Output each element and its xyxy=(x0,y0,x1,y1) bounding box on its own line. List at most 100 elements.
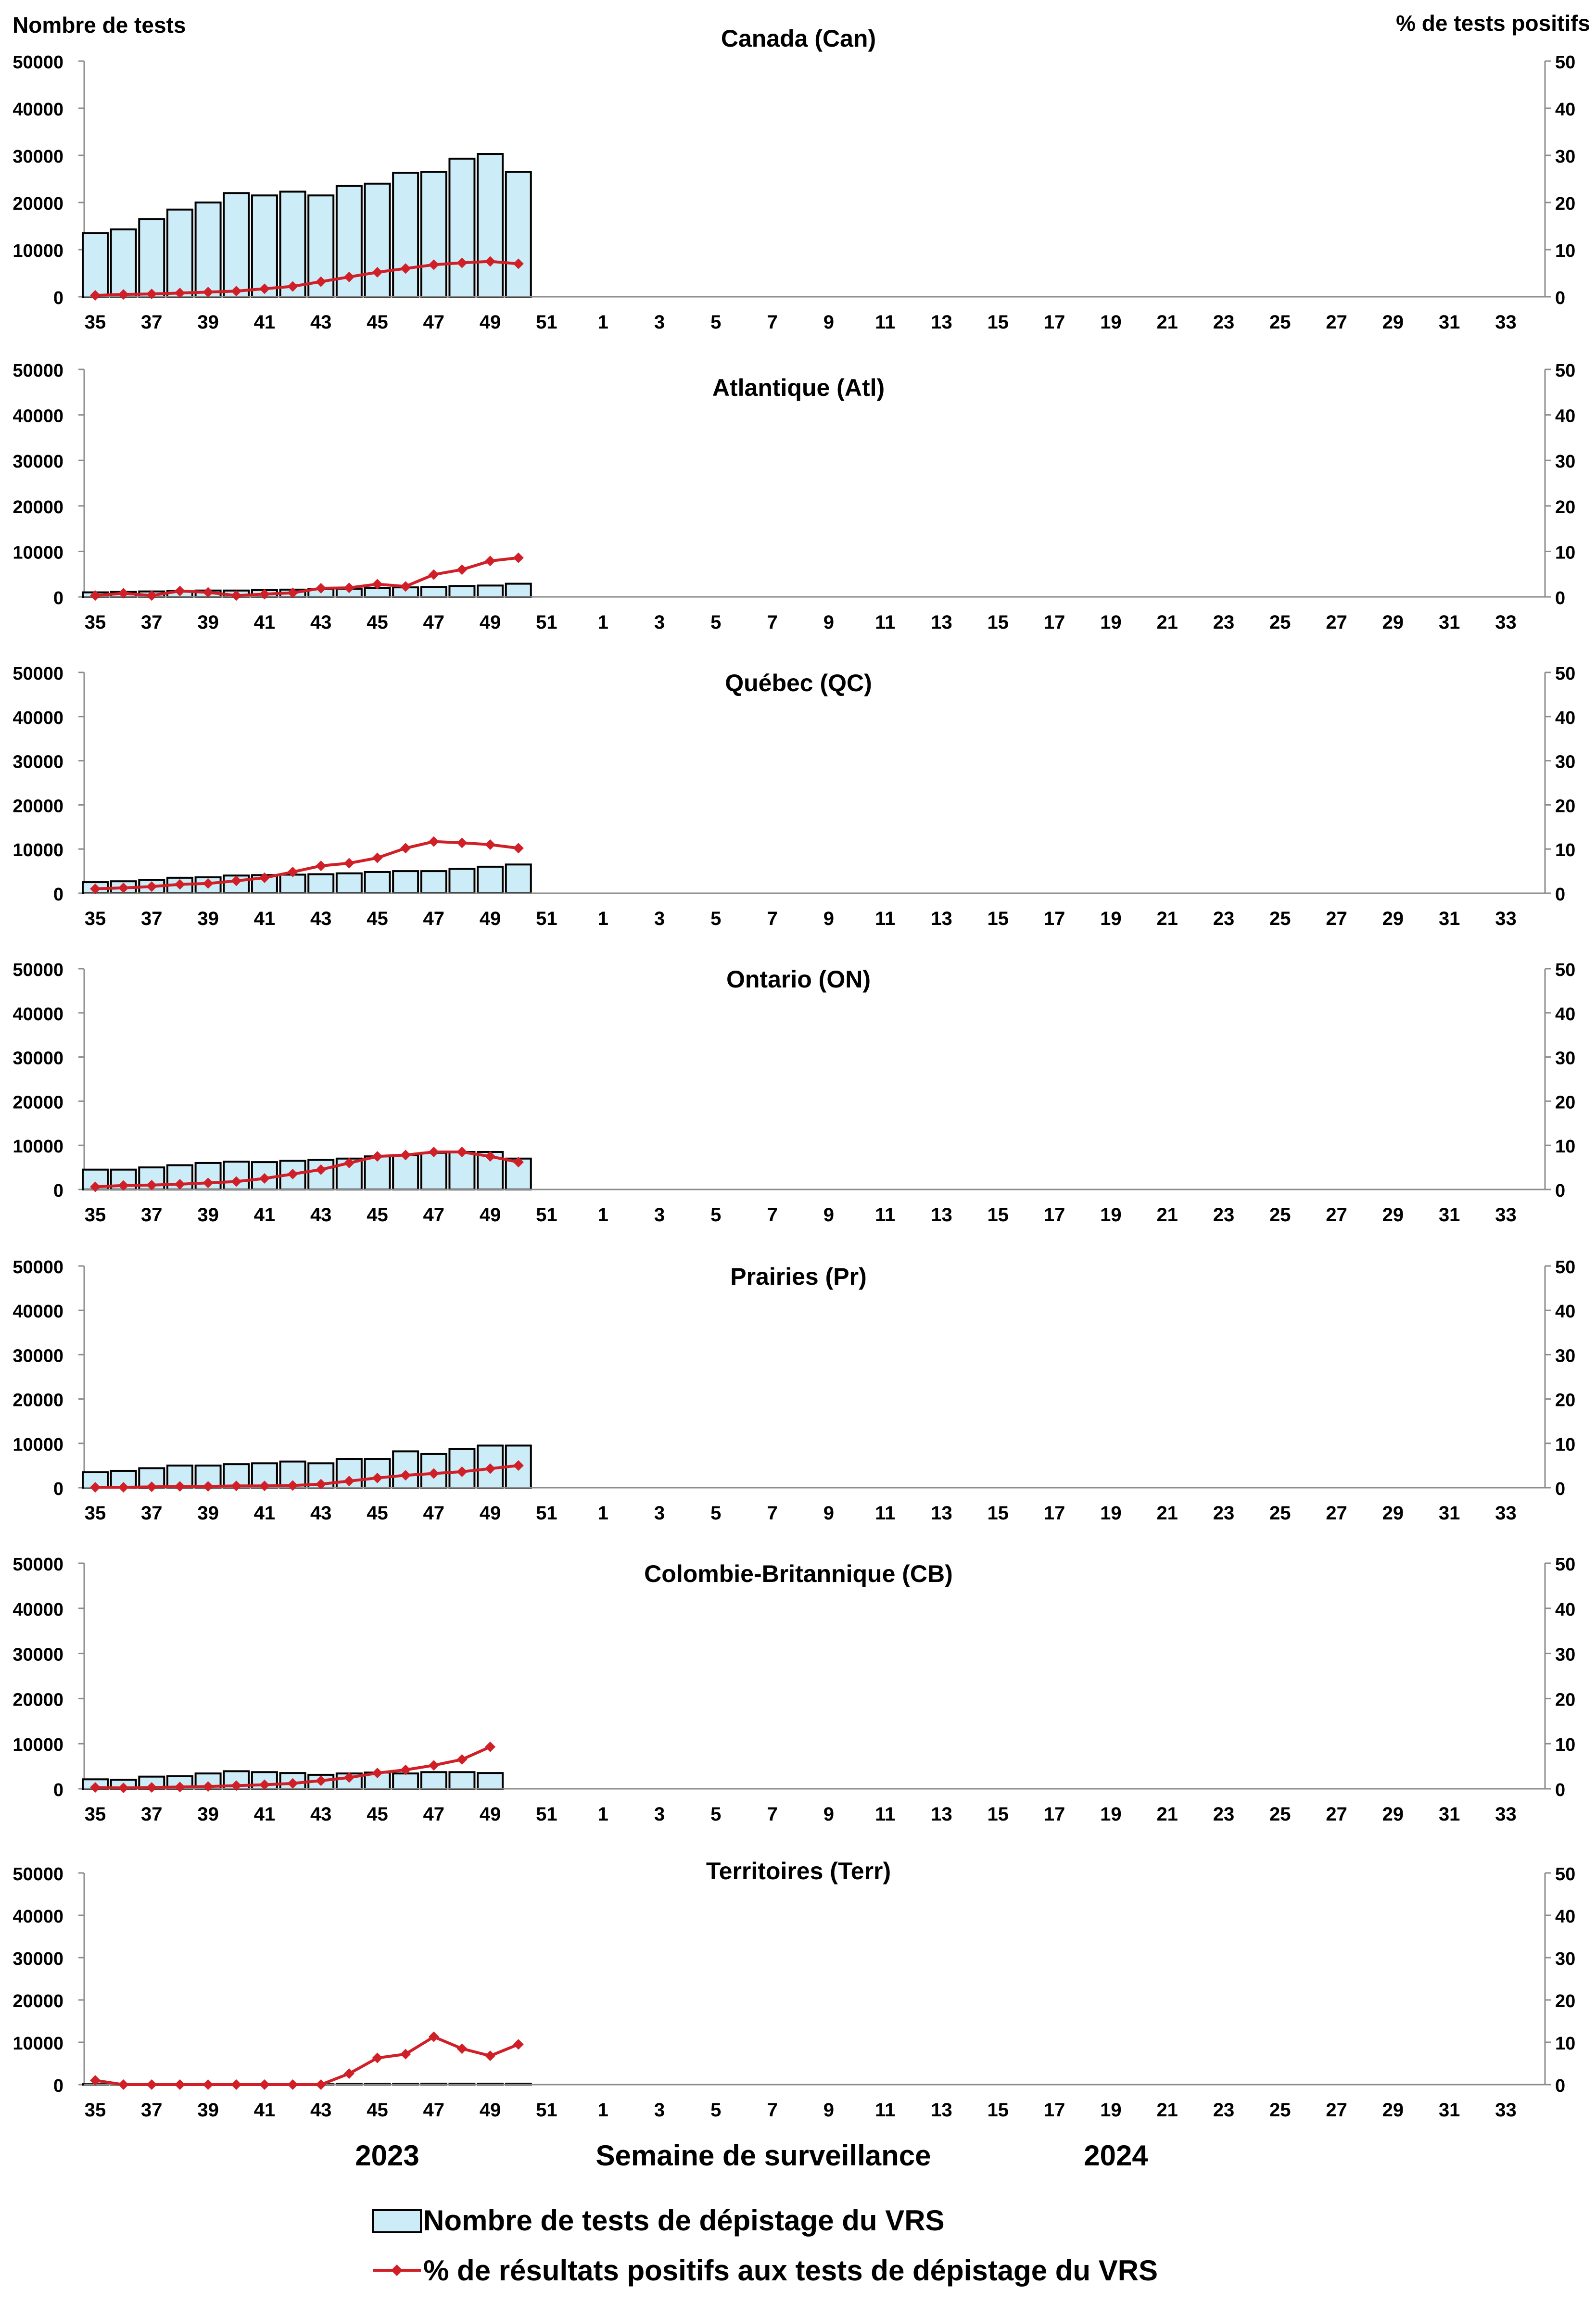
marker-week-45 xyxy=(372,1768,383,1779)
x-tick-label: 45 xyxy=(367,1804,388,1825)
left-tick-label: 50000 xyxy=(13,664,63,684)
bar-week-45 xyxy=(364,182,391,298)
x-tick-label: 27 xyxy=(1326,2100,1347,2121)
percent-positive-line xyxy=(95,260,519,297)
x-tick-label: 23 xyxy=(1213,1804,1235,1825)
left-tick-label: 40000 xyxy=(13,1004,63,1025)
x-tick-label: 27 xyxy=(1326,908,1347,929)
bar-week-49 xyxy=(477,865,504,895)
x-tick-label: 27 xyxy=(1326,1204,1347,1226)
x-tick-label: 49 xyxy=(480,1804,501,1825)
marker-week-49 xyxy=(485,256,496,267)
x-tick-label: 11 xyxy=(875,908,895,929)
x-tick-label: 9 xyxy=(823,612,834,633)
marker-week-39 xyxy=(203,287,214,298)
x-tick-label: 23 xyxy=(1213,612,1235,633)
left-tick-label: 40000 xyxy=(13,708,63,728)
x-tick-label: 49 xyxy=(480,312,501,333)
marker-week-45 xyxy=(372,579,383,590)
marker-week-49 xyxy=(485,1463,496,1474)
left-tick-label: 20000 xyxy=(13,796,63,816)
right-tick-label: 40 xyxy=(1555,1004,1575,1025)
marker-week-35 xyxy=(90,1482,101,1493)
x-tick-label: 23 xyxy=(1213,1204,1235,1226)
marker-week-46 xyxy=(400,263,411,274)
bar-week-50 xyxy=(505,171,532,298)
x-tick-label: 39 xyxy=(197,612,219,633)
x-tick-label: 23 xyxy=(1213,1503,1235,1524)
x-tick-label: 13 xyxy=(931,312,952,333)
x-tick-label: 13 xyxy=(931,908,952,929)
marker-week-37 xyxy=(146,1782,157,1793)
bar-week-48 xyxy=(448,868,476,895)
x-tick-label: 19 xyxy=(1100,2100,1122,2121)
left-tick-label: 20000 xyxy=(13,1092,63,1113)
x-tick-label: 35 xyxy=(85,1204,106,1226)
x-tick-label: 25 xyxy=(1269,908,1291,929)
x-tick-label: 49 xyxy=(480,908,501,929)
marker-week-49 xyxy=(485,1151,496,1162)
x-tick-label: 29 xyxy=(1382,1204,1404,1226)
legend-line-label: % de résultats positifs aux tests de dép… xyxy=(423,2254,1158,2287)
x-tick-label: 25 xyxy=(1269,1503,1291,1524)
right-tick-label: 40 xyxy=(1555,406,1575,427)
marker-week-50 xyxy=(513,552,524,563)
right-tick-label: 50 xyxy=(1555,960,1575,980)
marker-week-40 xyxy=(231,1176,242,1187)
left-tick-label: 30000 xyxy=(13,452,63,472)
x-tick-label: 21 xyxy=(1156,612,1178,633)
x-tick-label: 17 xyxy=(1044,2100,1065,2121)
x-tick-label: 21 xyxy=(1156,1204,1178,1226)
marker-week-37 xyxy=(146,1179,157,1190)
x-tick-label: 41 xyxy=(254,908,276,929)
bar-week-43 xyxy=(307,1159,335,1190)
right-tick-label: 10 xyxy=(1555,1435,1575,1455)
left-tick-label: 50000 xyxy=(13,1555,63,1575)
chart-panels: Canada (Can)0100002000030000400005000001… xyxy=(13,25,1575,2121)
marker-week-43 xyxy=(316,276,327,287)
panel-6: Territoires (Terr) 0 10000 20000 30000 40000 5… xyxy=(13,1858,1575,2121)
panel-4: Prairies (Pr) 0 10000 20000 30000 40000 50000 0… xyxy=(13,1257,1575,1524)
right-tick-label: 20 xyxy=(1555,194,1575,214)
marker-week-43 xyxy=(316,860,327,872)
bar-week-39 xyxy=(194,202,222,298)
x-tick-label: 21 xyxy=(1156,312,1178,333)
x-tick-label: 31 xyxy=(1439,2100,1460,2121)
marker-week-36 xyxy=(118,588,129,599)
x-tick-label: 19 xyxy=(1100,1204,1122,1226)
left-tick-label: 10000 xyxy=(13,1435,63,1455)
right-tick-label: 50 xyxy=(1555,52,1575,73)
x-tick-label: 47 xyxy=(423,1204,445,1226)
marker-week-46 xyxy=(400,1764,411,1775)
right-tick-label: 50 xyxy=(1555,361,1575,381)
bar-week-40 xyxy=(223,192,250,298)
x-tick-label: 33 xyxy=(1495,908,1517,929)
x-tick-label: 43 xyxy=(310,1804,332,1825)
x-tick-label: 1 xyxy=(598,1804,608,1825)
x-tick-label: 43 xyxy=(310,612,332,633)
x-tick-label: 33 xyxy=(1495,1204,1517,1226)
bar-week-46 xyxy=(392,1450,419,1489)
x-tick-label: 45 xyxy=(367,312,388,333)
x-tick-label: 7 xyxy=(767,612,777,633)
x-tick-label: 17 xyxy=(1044,612,1065,633)
marker-week-38 xyxy=(174,2079,185,2090)
left-tick-label: 40000 xyxy=(13,1600,63,1620)
x-tick-label: 37 xyxy=(141,1204,163,1226)
marker-week-47 xyxy=(428,569,439,580)
right-tick-label: 0 xyxy=(1555,1479,1565,1499)
marker-week-38 xyxy=(174,1178,185,1189)
right-tick-label: 40 xyxy=(1555,708,1575,728)
x-tick-label: 11 xyxy=(875,1804,895,1825)
marker-week-44 xyxy=(343,1772,355,1783)
bar-week-47 xyxy=(420,1771,447,1790)
x-tick-label: 21 xyxy=(1156,1804,1178,1825)
marker-week-42 xyxy=(287,1168,298,1179)
x-tick-label: 11 xyxy=(875,312,895,333)
x-tick-label: 29 xyxy=(1382,312,1404,333)
x-tick-label: 19 xyxy=(1100,312,1122,333)
x-tick-label: 35 xyxy=(85,1804,106,1825)
x-tick-label: 25 xyxy=(1269,612,1291,633)
right-tick-label: 30 xyxy=(1555,1645,1575,1665)
x-tick-label: 27 xyxy=(1326,1804,1347,1825)
